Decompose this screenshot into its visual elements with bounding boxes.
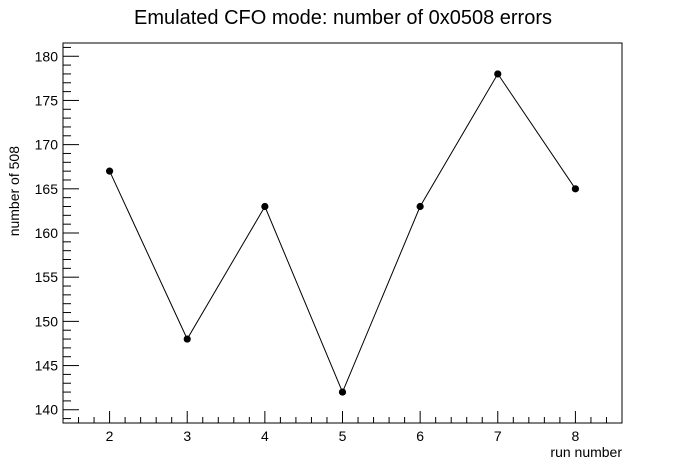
x-tick-label: 2 [106, 428, 114, 444]
y-axis: 140 145 150 155 160 165 170 175 180 [35, 46, 79, 420]
y-tick-label: 175 [35, 92, 59, 108]
y-tick-label: 165 [35, 181, 59, 197]
x-tick-label: 6 [416, 428, 424, 444]
x-tick-label: 4 [261, 428, 269, 444]
y-tick-label: 160 [35, 225, 59, 241]
chart-title: Emulated CFO mode: number of 0x0508 erro… [134, 7, 552, 29]
x-tick-label: 8 [572, 428, 580, 444]
data-point [105, 167, 114, 175]
x-tick-label: 3 [183, 428, 191, 444]
y-axis-label: number of 508 [6, 146, 22, 236]
y-tick-label: 140 [35, 402, 59, 418]
data-point [494, 70, 502, 78]
plot-frame [62, 42, 623, 424]
y-tick-label: 155 [35, 269, 59, 285]
series-line [109, 72, 576, 394]
x-tick-label: 5 [339, 428, 347, 444]
y-tick-label: 170 [35, 137, 59, 153]
y-tick-label: 180 [35, 48, 59, 64]
data-point [338, 388, 347, 396]
data-point [571, 185, 580, 193]
x-tick-label: 7 [494, 428, 502, 444]
y-tick-label: 150 [35, 313, 59, 329]
x-axis-label: run number [550, 444, 622, 460]
data-point [416, 202, 424, 211]
data-point [261, 202, 269, 211]
data-point [183, 335, 191, 343]
y-tick-label: 145 [35, 358, 59, 374]
x-axis: 2 3 4 5 6 7 8 [62, 411, 623, 444]
series-layer [105, 70, 580, 396]
